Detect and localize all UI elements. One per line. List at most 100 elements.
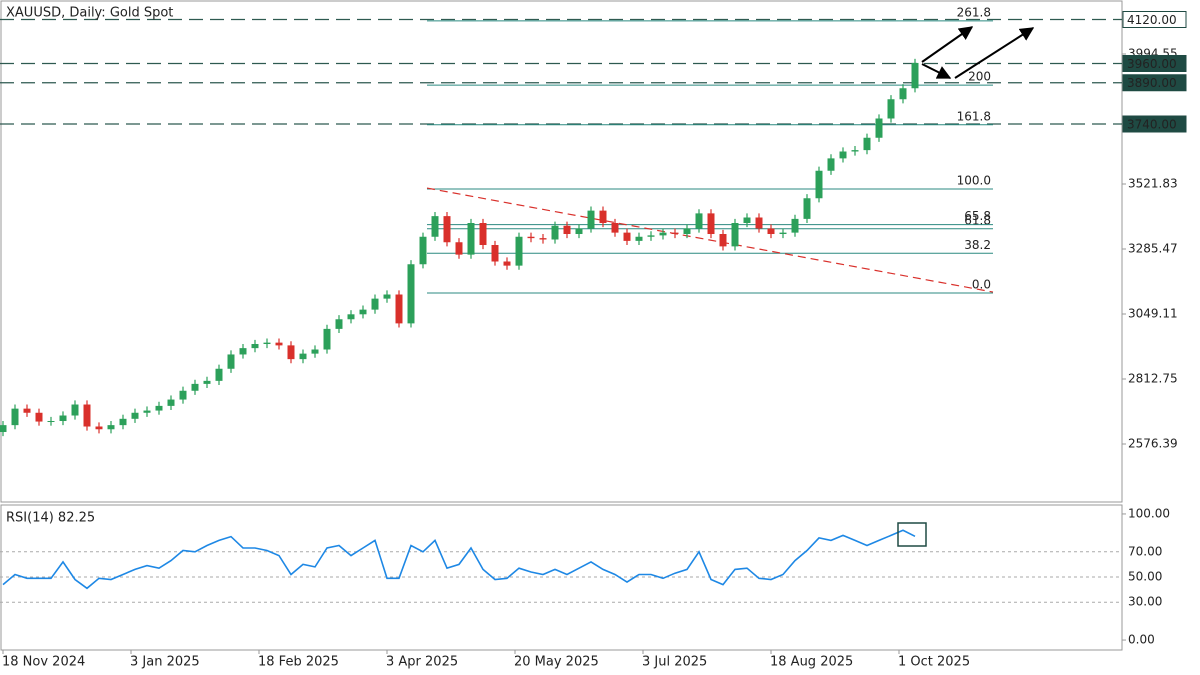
candle-body — [647, 235, 655, 237]
y-tick-label: 0.00 — [1128, 633, 1155, 647]
main-panel — [0, 0, 1123, 503]
candle-body — [479, 223, 487, 246]
candle-body — [431, 216, 439, 237]
candle-body — [0, 425, 7, 433]
candle-body — [719, 234, 727, 247]
x-tick-label: 3 Jan 2025 — [130, 655, 200, 670]
x-tick-label: 3 Jul 2025 — [642, 655, 707, 670]
candle-body — [95, 426, 103, 430]
candle-body — [203, 380, 211, 384]
candle-body — [275, 342, 283, 346]
candle-body — [215, 368, 223, 381]
candle-body — [167, 399, 175, 406]
fib-label: 0.0 — [972, 277, 991, 291]
candle-body — [35, 412, 43, 422]
candle-body — [71, 404, 79, 416]
candle-body — [311, 349, 319, 354]
highlight-box — [897, 522, 927, 547]
candle-body — [83, 404, 91, 427]
candle-body — [635, 236, 643, 241]
candle-body — [563, 225, 571, 235]
candle-body — [119, 418, 127, 426]
candle-body — [239, 348, 247, 355]
candle-body — [875, 118, 883, 138]
y-tick-label: 3049.11 — [1128, 307, 1178, 321]
candle-body — [263, 342, 271, 345]
level-label: 3890.00 — [1127, 76, 1177, 90]
y-tick-label: 100.00 — [1128, 506, 1170, 520]
candle-body — [755, 217, 763, 229]
candle-body — [887, 99, 895, 119]
chart-title: XAUUSD, Daily: Gold Spot — [6, 6, 173, 21]
level-label: 4120.00 — [1127, 13, 1177, 27]
y-tick-label: 3521.83 — [1128, 176, 1178, 190]
candle-body — [599, 210, 607, 224]
candle-body — [155, 405, 163, 411]
candle-body — [803, 198, 811, 219]
candle-body — [371, 298, 379, 310]
candle-body — [227, 354, 235, 369]
candle-body — [323, 328, 331, 350]
candle-body — [467, 223, 475, 255]
arrow — [921, 63, 952, 79]
candle-body — [179, 390, 187, 400]
candle-body — [671, 232, 679, 235]
candle-body — [707, 213, 715, 235]
candle-body — [335, 319, 343, 329]
candle-body — [839, 151, 847, 159]
candle-body — [587, 210, 595, 229]
candle-body — [623, 232, 631, 241]
candle-body — [107, 425, 115, 430]
candle-body — [59, 415, 67, 422]
candle-body — [851, 150, 859, 152]
fib-label: 261.8 — [957, 5, 991, 19]
candle-body — [683, 228, 691, 235]
candle-body — [791, 218, 799, 233]
rsi-line — [2, 529, 916, 590]
candle-body — [131, 412, 139, 419]
x-tick-label: 18 Feb 2025 — [258, 655, 339, 670]
candle-body — [443, 216, 451, 243]
y-tick-label: 2576.39 — [1128, 437, 1178, 451]
candle-body — [383, 294, 391, 299]
candle-body — [827, 158, 835, 171]
candle-body — [779, 232, 787, 235]
candle-body — [251, 344, 259, 349]
y-tick-label: 3285.47 — [1128, 242, 1178, 256]
fib-label: 161.8 — [957, 109, 991, 123]
arrow — [921, 26, 974, 63]
level-label: 3740.00 — [1127, 118, 1177, 132]
candle-body — [659, 232, 667, 236]
y-tick-label: 70.00 — [1128, 544, 1162, 558]
candle-body — [527, 236, 535, 239]
candle-body — [359, 309, 367, 315]
fib-label: 38.2 — [964, 238, 991, 252]
candle-body — [47, 421, 55, 423]
level-label-box — [1122, 54, 1187, 72]
x-tick-label: 18 Aug 2025 — [770, 655, 853, 670]
candle-body — [143, 410, 151, 413]
candle-body — [539, 238, 547, 240]
candle-body — [815, 170, 823, 199]
level-label-box — [1122, 10, 1187, 28]
rsi-panel — [0, 504, 1123, 651]
candle-body — [11, 408, 19, 426]
candle-body — [395, 294, 403, 324]
candle-body — [863, 137, 871, 151]
candle-body — [299, 353, 307, 360]
x-tick-label: 18 Nov 2024 — [2, 655, 85, 670]
candle-body — [899, 88, 907, 100]
candle-body — [743, 217, 751, 224]
candle-body — [767, 228, 775, 235]
candle-body — [515, 236, 523, 266]
rsi-title: RSI(14) 82.25 — [6, 511, 95, 526]
fib-label: 200 — [968, 70, 991, 84]
y-tick-label: 2812.75 — [1128, 372, 1178, 386]
candle-body — [731, 223, 739, 247]
candle-body — [23, 408, 31, 413]
level-label-box — [1122, 74, 1187, 92]
candle-body — [407, 264, 415, 324]
candle-body — [455, 242, 463, 255]
candle-body — [695, 213, 703, 229]
